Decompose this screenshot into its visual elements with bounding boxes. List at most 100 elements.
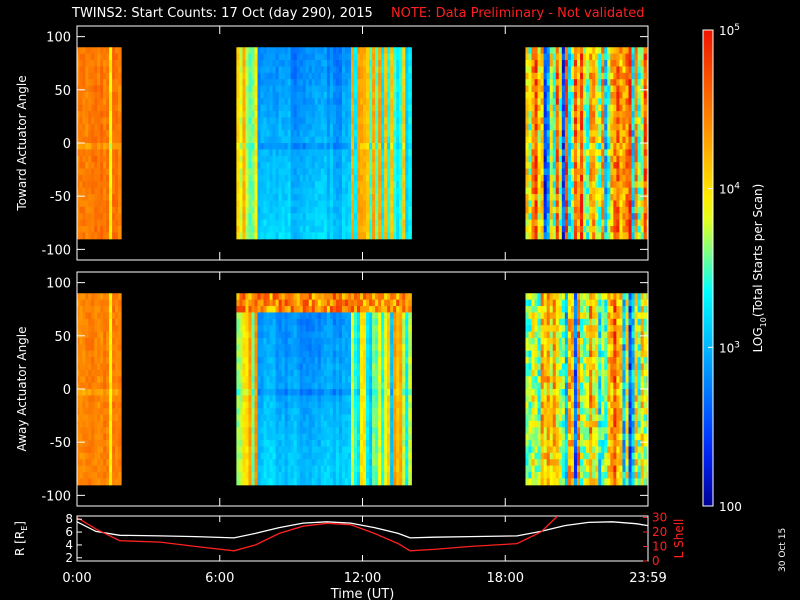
heatmap-cell	[320, 162, 325, 170]
heatmap-cell	[293, 181, 298, 189]
heatmap-cell	[299, 401, 304, 409]
heatmap-cell	[82, 225, 86, 233]
heatmap-cell	[610, 91, 614, 99]
heatmap-cell	[79, 389, 83, 396]
heatmap-cell	[293, 299, 298, 307]
heatmap-cell	[320, 299, 325, 307]
heatmap-cell	[323, 174, 328, 182]
heatmap-cell	[278, 200, 283, 208]
heatmap-cell	[73, 319, 77, 326]
heatmap-cell	[335, 174, 340, 182]
heatmap-cell	[357, 225, 361, 233]
heatmap-cell	[561, 111, 566, 119]
heatmap-cell	[347, 130, 352, 138]
heatmap-cell	[115, 123, 119, 131]
heatmap-cell	[293, 225, 298, 233]
heatmap-cell	[269, 162, 274, 170]
heatmap-cell	[308, 369, 313, 377]
heatmap-cell	[634, 117, 639, 125]
heatmap-cell	[254, 232, 259, 240]
heatmap-cell	[263, 350, 268, 358]
heatmap-cell	[396, 91, 400, 99]
heatmap-cell	[326, 149, 331, 157]
heatmap-cell	[323, 318, 328, 326]
heatmap-cell	[251, 478, 256, 486]
heatmap-cell	[555, 104, 560, 112]
heatmap-cell	[646, 219, 648, 227]
heatmap-cell	[610, 60, 614, 68]
heatmap-cell	[619, 123, 624, 131]
heatmap-cell	[650, 111, 654, 118]
heatmap-cell	[88, 478, 92, 486]
heatmap-cell	[375, 79, 379, 87]
heatmap-cell	[236, 206, 241, 214]
heatmap-cell	[272, 200, 277, 208]
heatmap-cell	[366, 162, 370, 170]
heatmap-cell	[528, 162, 533, 170]
heatmap-cell	[88, 427, 92, 435]
heatmap-cell	[564, 200, 569, 208]
heatmap-cell	[275, 187, 280, 195]
heatmap-cell	[257, 53, 262, 61]
heatmap-cell	[112, 66, 116, 74]
heatmap-cell	[269, 206, 274, 214]
heatmap-cell	[79, 363, 83, 371]
heatmap-cell	[302, 53, 307, 61]
heatmap-cell	[242, 471, 247, 479]
heatmap-cell	[236, 299, 241, 307]
heatmap-cell	[290, 427, 295, 435]
heatmap-cell	[622, 187, 627, 195]
heatmap-cell	[576, 225, 581, 233]
heatmap-cell	[245, 465, 250, 473]
heatmap-cell	[112, 446, 116, 454]
heatmap-cell	[347, 85, 352, 93]
heatmap-cell	[549, 219, 554, 227]
heatmap-cell	[73, 363, 77, 370]
heatmap-cell	[399, 194, 403, 202]
heatmap-cell	[88, 312, 92, 320]
heatmap-cell	[118, 452, 122, 460]
heatmap-cell	[281, 350, 286, 358]
heatmap-cell	[245, 401, 250, 409]
heatmap-cell	[570, 155, 575, 163]
heatmap-cell	[263, 117, 268, 125]
heatmap-cell	[115, 408, 119, 416]
heatmap-cell	[558, 194, 563, 202]
heatmap-cell	[525, 136, 530, 144]
heatmap-cell	[254, 149, 259, 157]
heatmap-cell	[82, 143, 86, 150]
heatmap-cell	[260, 376, 265, 384]
heatmap-cell	[248, 299, 253, 307]
heatmap-cell	[537, 225, 542, 233]
heatmap-cell	[260, 459, 265, 467]
heatmap-cell	[91, 117, 95, 125]
heatmap-cell	[567, 60, 572, 68]
heatmap-cell	[580, 155, 584, 163]
heatmap-cell	[402, 232, 406, 240]
heatmap-cell	[82, 174, 86, 182]
heatmap-cell	[287, 420, 292, 428]
heatmap-cell	[317, 312, 322, 320]
heatmap-cell	[284, 174, 289, 182]
heatmap-cell	[115, 420, 119, 428]
heatmap-cell	[396, 219, 400, 227]
heatmap-cell	[272, 104, 277, 112]
heatmap-cell	[637, 91, 642, 99]
heatmap-cell	[85, 299, 89, 307]
heatmap-cell	[97, 427, 101, 435]
heatmap-cell	[375, 194, 379, 202]
heatmap-cell	[287, 168, 292, 176]
heatmap-cell	[278, 369, 283, 377]
heatmap-cell	[263, 60, 268, 68]
heatmap-cell	[384, 174, 388, 182]
heatmap-cell	[540, 104, 545, 112]
heatmap-cell	[311, 459, 316, 467]
heatmap-cell	[100, 206, 104, 214]
heatmap-cell	[586, 200, 590, 208]
heatmap-cell	[335, 337, 340, 345]
heatmap-cell	[399, 123, 403, 131]
heatmap-cell	[613, 168, 617, 176]
heatmap-cell	[628, 181, 633, 189]
heatmap-cell	[251, 395, 256, 403]
heatmap-cell	[91, 293, 95, 301]
